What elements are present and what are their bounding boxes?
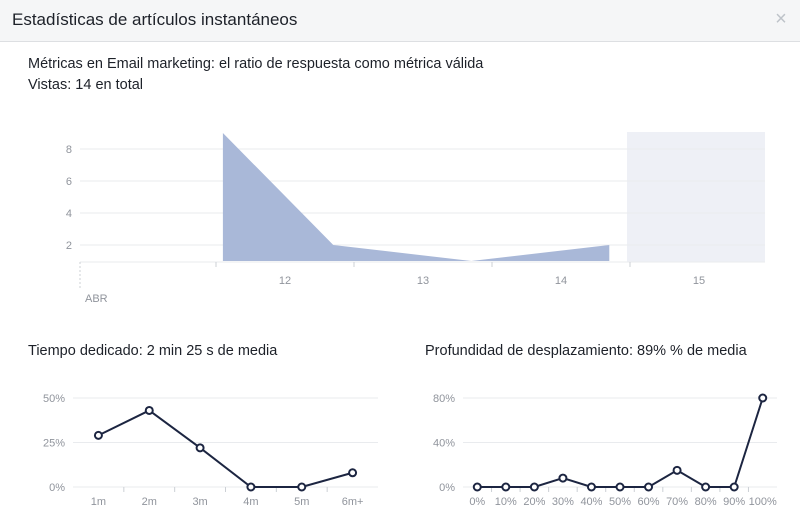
views-x-tick-label: 14 [555, 275, 567, 287]
future-period-band [627, 132, 765, 262]
dialog-header: Estadísticas de artículos instantáneos × [0, 0, 800, 42]
scroll-depth-x-tick-label: 0% [469, 496, 485, 508]
scroll-depth-point [472, 482, 482, 492]
scroll-depth-point [615, 482, 625, 492]
time-spent-y-tick-label: 0% [49, 482, 65, 494]
scroll-depth-y-tick-label: 0% [439, 482, 455, 494]
scroll-depth-point [701, 482, 711, 492]
views-total: Vistas: 14 en total [28, 77, 144, 93]
views-y-tick-label: 6 [66, 176, 72, 188]
time-spent-title: Tiempo dedicado: 2 min 25 s de media [28, 343, 278, 359]
scroll-depth-x-tick-label: 40% [580, 496, 602, 508]
scroll-depth-point [672, 465, 682, 475]
article-title: Métricas en Email marketing: el ratio de… [28, 56, 484, 72]
views-y-tick-label: 8 [66, 144, 72, 156]
views-area [222, 133, 610, 261]
scroll-depth-x-tick-label: 10% [495, 496, 517, 508]
scroll-depth-point [529, 482, 539, 492]
scroll-depth-point [586, 482, 596, 492]
views-x-tick-label: 15 [693, 275, 705, 287]
scroll-depth-x-tick-label: 90% [723, 496, 745, 508]
scroll-depth-point [758, 393, 768, 403]
scroll-depth-point [501, 482, 511, 492]
time-spent-point [195, 443, 205, 453]
scroll-depth-title: Profundidad de desplazamiento: 89% % de … [425, 343, 747, 359]
views-x-tick-label: 13 [417, 275, 429, 287]
dialog-title: Estadísticas de artículos instantáneos [12, 10, 298, 29]
time-spent-y-tick-label: 25% [43, 438, 65, 450]
scroll-depth-y-tick-label: 40% [433, 438, 455, 450]
scroll-depth-x-tick-label: 50% [609, 496, 631, 508]
time-spent-point [144, 405, 154, 415]
time-spent-x-tick-label: 3m [192, 496, 207, 508]
time-spent-point [297, 482, 307, 492]
close-icon[interactable]: × [775, 8, 787, 30]
time-spent-point [348, 468, 358, 478]
time-spent-line [97, 409, 353, 488]
scroll-depth-x-tick-label: 60% [638, 496, 660, 508]
scroll-depth-x-tick-label: 30% [552, 496, 574, 508]
scroll-depth-point [558, 473, 568, 483]
scroll-depth-x-tick-label: 100% [749, 496, 777, 508]
time-spent-x-tick-label: 2m [142, 496, 157, 508]
views-x-tick-label: 12 [279, 275, 291, 287]
time-spent-x-tick-label: 6m+ [342, 496, 364, 508]
views-month-label: ABR [85, 293, 108, 305]
scroll-depth-x-tick-label: 20% [523, 496, 545, 508]
time-spent-point [93, 430, 103, 440]
time-spent-y-tick-label: 50% [43, 393, 65, 405]
time-spent-x-tick-label: 1m [91, 496, 106, 508]
time-spent-x-tick-label: 4m [243, 496, 258, 508]
scroll-depth-point [729, 482, 739, 492]
scroll-depth-x-tick-label: 80% [695, 496, 717, 508]
scroll-depth-x-tick-label: 70% [666, 496, 688, 508]
views-y-tick-label: 4 [66, 208, 72, 220]
time-spent-x-tick-label: 5m [294, 496, 309, 508]
scroll-depth-y-tick-label: 80% [433, 393, 455, 405]
time-spent-point [246, 482, 256, 492]
scroll-depth-point [644, 482, 654, 492]
views-y-tick-label: 2 [66, 240, 72, 252]
